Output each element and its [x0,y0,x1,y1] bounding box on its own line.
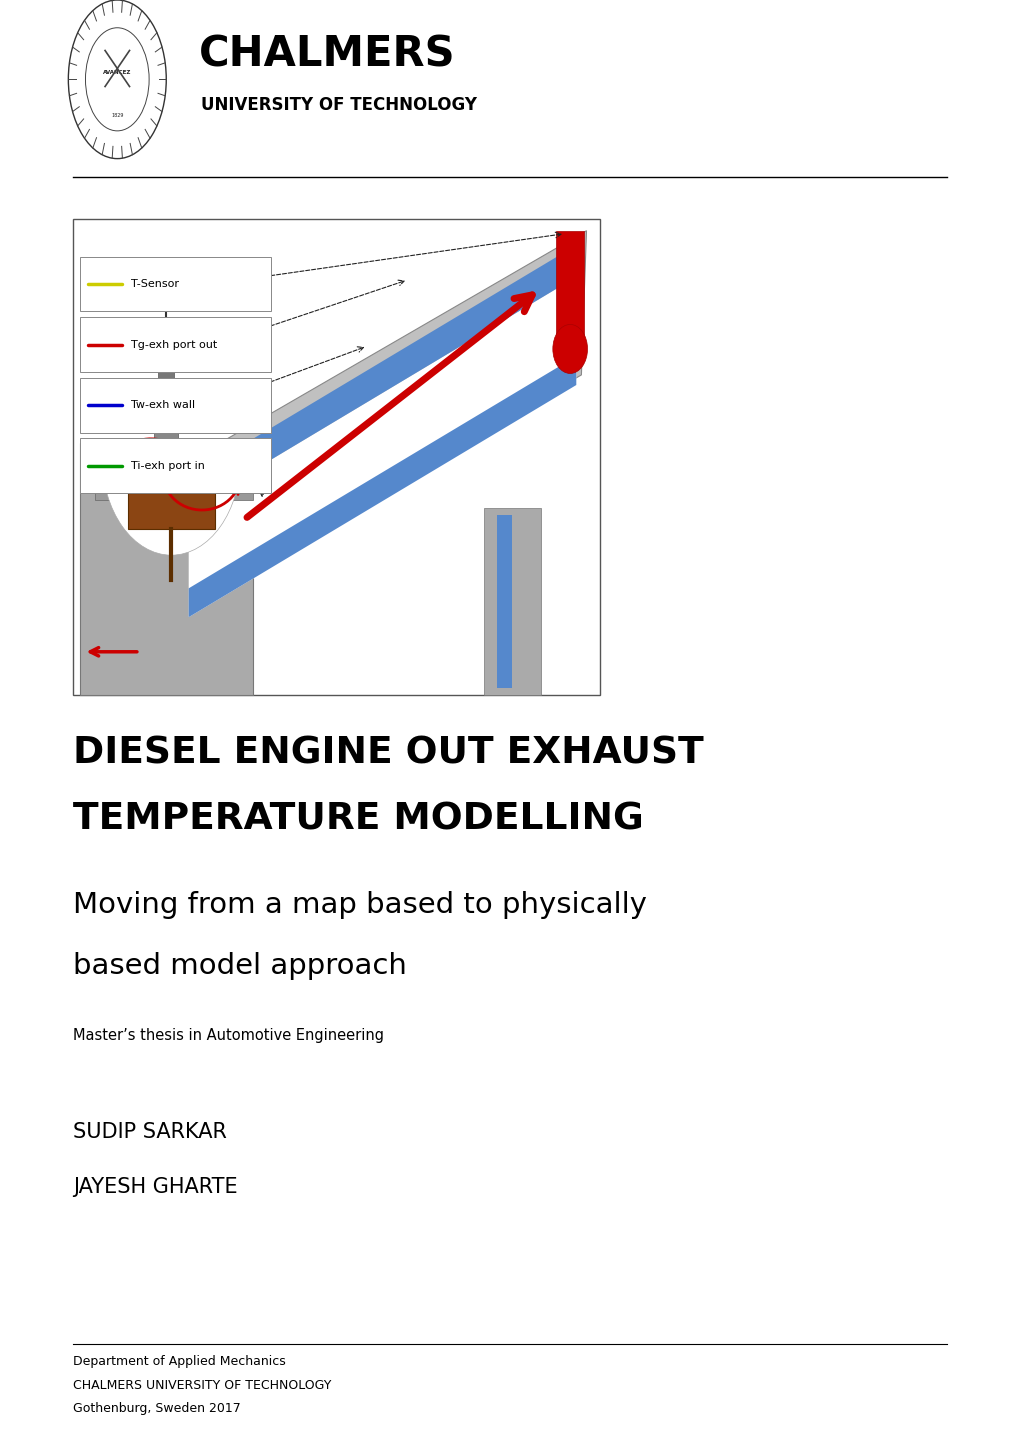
Text: T-Sensor: T-Sensor [130,280,178,288]
Text: Tw-exh wall: Tw-exh wall [130,401,195,410]
Text: CHALMERS: CHALMERS [199,33,455,76]
Bar [73,219,599,695]
Bar [79,438,271,493]
Text: Gothenburg, Sweden 2017: Gothenburg, Sweden 2017 [73,1402,240,1415]
Text: SUDIP SARKAR: SUDIP SARKAR [73,1122,227,1142]
Text: Ti-exh port in: Ti-exh port in [130,461,204,470]
Bar [79,443,253,695]
Bar [484,508,540,695]
Text: UNIVERSITY OF TECHNOLOGY: UNIVERSITY OF TECHNOLOGY [201,97,477,114]
Text: Moving from a map based to physically: Moving from a map based to physically [73,891,647,919]
Bar [496,515,512,688]
Polygon shape [189,356,576,617]
Bar [79,317,271,372]
Text: TEMPERATURE MODELLING: TEMPERATURE MODELLING [73,802,644,838]
Bar [154,378,178,443]
Bar [79,378,271,433]
Text: based model approach: based model approach [73,952,407,979]
Text: 1829: 1829 [111,112,123,118]
Bar [95,443,253,500]
Polygon shape [189,245,576,509]
Wedge shape [102,457,240,555]
Text: DIESEL ENGINE OUT EXHAUST: DIESEL ENGINE OUT EXHAUST [73,735,703,771]
Text: Master’s thesis in Automotive Engineering: Master’s thesis in Automotive Engineerin… [73,1028,384,1043]
Bar [79,257,271,311]
Text: Department of Applied Mechanics: Department of Applied Mechanics [73,1355,286,1368]
Bar [128,493,215,529]
Text: AVANCEZ: AVANCEZ [103,69,131,75]
Circle shape [552,324,587,373]
Polygon shape [158,231,586,620]
Bar [555,231,584,349]
Polygon shape [189,277,576,617]
Text: JAYESH GHARTE: JAYESH GHARTE [73,1177,237,1197]
Bar [158,342,174,378]
Text: CHALMERS UNIVERSITY OF TECHNOLOGY: CHALMERS UNIVERSITY OF TECHNOLOGY [73,1379,331,1392]
Text: Tg-exh port out: Tg-exh port out [130,340,217,349]
